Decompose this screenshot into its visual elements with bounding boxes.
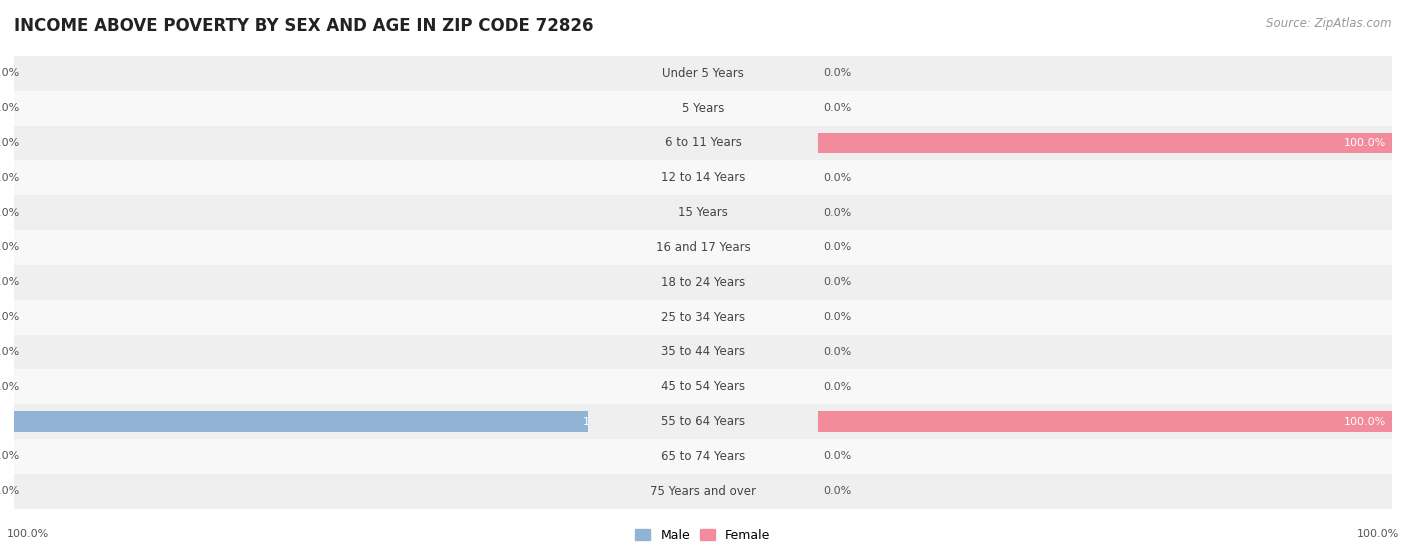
Text: Under 5 Years: Under 5 Years [662,67,744,80]
Bar [818,230,1392,265]
Bar [14,265,588,300]
Bar [14,300,588,334]
Bar [588,369,818,404]
Text: 0.0%: 0.0% [824,243,852,253]
Bar [588,91,818,126]
Bar [588,439,818,474]
Bar [818,369,1392,404]
Text: 0.0%: 0.0% [824,347,852,357]
Text: 45 to 54 Years: 45 to 54 Years [661,380,745,394]
Text: 0.0%: 0.0% [824,277,852,287]
Text: 16 and 17 Years: 16 and 17 Years [655,241,751,254]
Text: 100.0%: 100.0% [1344,138,1386,148]
Bar [14,404,588,439]
Text: 0.0%: 0.0% [824,103,852,113]
Text: 65 to 74 Years: 65 to 74 Years [661,450,745,463]
Bar [14,195,588,230]
Bar [588,56,818,91]
Text: 75 Years and over: 75 Years and over [650,485,756,498]
Bar [588,195,818,230]
Text: 5 Years: 5 Years [682,102,724,115]
Bar [588,474,818,509]
Text: 0.0%: 0.0% [0,277,20,287]
Bar [818,474,1392,509]
Text: INCOME ABOVE POVERTY BY SEX AND AGE IN ZIP CODE 72826: INCOME ABOVE POVERTY BY SEX AND AGE IN Z… [14,17,593,35]
Text: 0.0%: 0.0% [824,486,852,496]
Bar [14,334,588,369]
Bar [818,56,1392,91]
Text: 25 to 34 Years: 25 to 34 Years [661,311,745,324]
Text: 0.0%: 0.0% [824,207,852,217]
Text: 0.0%: 0.0% [0,452,20,461]
Text: 15 Years: 15 Years [678,206,728,219]
Bar [588,160,818,195]
Bar [818,404,1392,439]
Text: 0.0%: 0.0% [0,68,20,78]
Text: 0.0%: 0.0% [824,452,852,461]
Text: 100.0%: 100.0% [582,416,624,427]
Text: 35 to 44 Years: 35 to 44 Years [661,345,745,358]
Bar [818,439,1392,474]
Bar [818,195,1392,230]
Bar [14,439,588,474]
Legend: Male, Female: Male, Female [630,524,776,547]
Text: 0.0%: 0.0% [0,207,20,217]
Text: 6 to 11 Years: 6 to 11 Years [665,136,741,149]
Bar [588,334,818,369]
Text: 100.0%: 100.0% [1344,416,1386,427]
Text: 0.0%: 0.0% [0,312,20,322]
Bar [14,474,588,509]
Text: 55 to 64 Years: 55 to 64 Years [661,415,745,428]
Text: 0.0%: 0.0% [0,382,20,392]
Text: 0.0%: 0.0% [0,138,20,148]
Text: 0.0%: 0.0% [0,173,20,183]
Text: 12 to 14 Years: 12 to 14 Years [661,171,745,184]
Bar [14,369,588,404]
Text: 18 to 24 Years: 18 to 24 Years [661,276,745,289]
Bar [588,230,818,265]
Text: 0.0%: 0.0% [824,68,852,78]
Text: 0.0%: 0.0% [0,486,20,496]
Bar [818,300,1392,334]
Bar [818,91,1392,126]
Bar [14,126,588,160]
Text: Source: ZipAtlas.com: Source: ZipAtlas.com [1267,17,1392,30]
Bar [588,126,818,160]
Text: 0.0%: 0.0% [0,243,20,253]
Bar [818,334,1392,369]
Bar [818,265,1392,300]
Text: 100.0%: 100.0% [7,529,49,539]
Bar [588,265,818,300]
Text: 100.0%: 100.0% [1357,529,1399,539]
Text: 0.0%: 0.0% [0,347,20,357]
Bar [588,404,818,439]
Bar [14,56,588,91]
Text: 0.0%: 0.0% [0,103,20,113]
Bar [818,132,1392,153]
Bar [818,160,1392,195]
Text: 0.0%: 0.0% [824,382,852,392]
Text: 0.0%: 0.0% [824,173,852,183]
Bar [818,126,1392,160]
Bar [14,230,588,265]
Bar [14,160,588,195]
Bar [14,91,588,126]
Bar [818,411,1392,432]
Bar [588,300,818,334]
Text: 0.0%: 0.0% [824,312,852,322]
Bar [14,411,588,432]
